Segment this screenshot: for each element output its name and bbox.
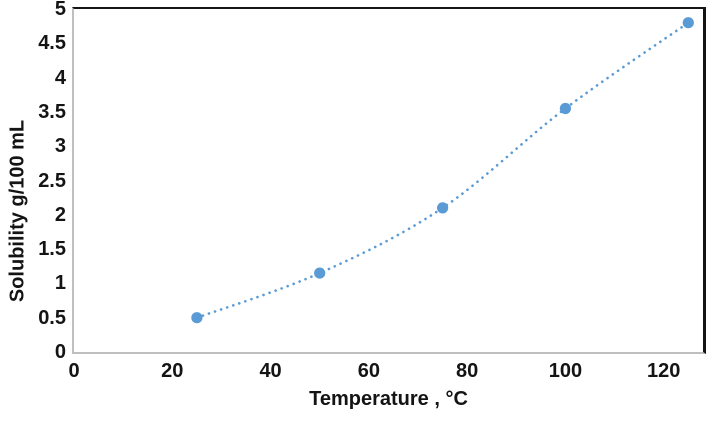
- scatter-plot-canvas: [191, 17, 694, 324]
- x-tick-label: 80: [456, 360, 479, 382]
- y-tick-label: 2: [54, 203, 66, 226]
- x-tick-label: 100: [548, 360, 583, 382]
- x-tick-label: 60: [357, 360, 380, 382]
- x-tick-label: 20: [161, 360, 184, 382]
- data-point-marker: [559, 102, 571, 115]
- trend-line-dotted: [195, 21, 690, 319]
- plot-area: [72, 7, 706, 354]
- x-tick-label: 40: [259, 360, 282, 382]
- data-point-marker: [191, 312, 203, 324]
- y-tick-label: 5: [54, 0, 66, 20]
- y-tick-label: 1: [54, 272, 66, 295]
- data-point-marker: [682, 17, 694, 29]
- y-tick-label: 3: [54, 135, 66, 158]
- y-tick-label: 4.5: [38, 32, 66, 55]
- y-tick-label: 1.5: [38, 238, 66, 261]
- y-tick-label: 2.5: [38, 169, 66, 192]
- data-point-marker: [437, 202, 449, 214]
- x-tick-label: 120: [647, 360, 681, 382]
- y-tick-label: 3.5: [38, 100, 66, 123]
- y-tick-label: 0: [54, 341, 66, 363]
- y-tick-label: 0.5: [38, 306, 66, 329]
- y-tick-label: 4: [54, 66, 66, 89]
- x-axis-title: Temperature , °C: [309, 388, 468, 410]
- data-point-marker: [314, 267, 326, 279]
- x-tick-label: 0: [68, 360, 80, 382]
